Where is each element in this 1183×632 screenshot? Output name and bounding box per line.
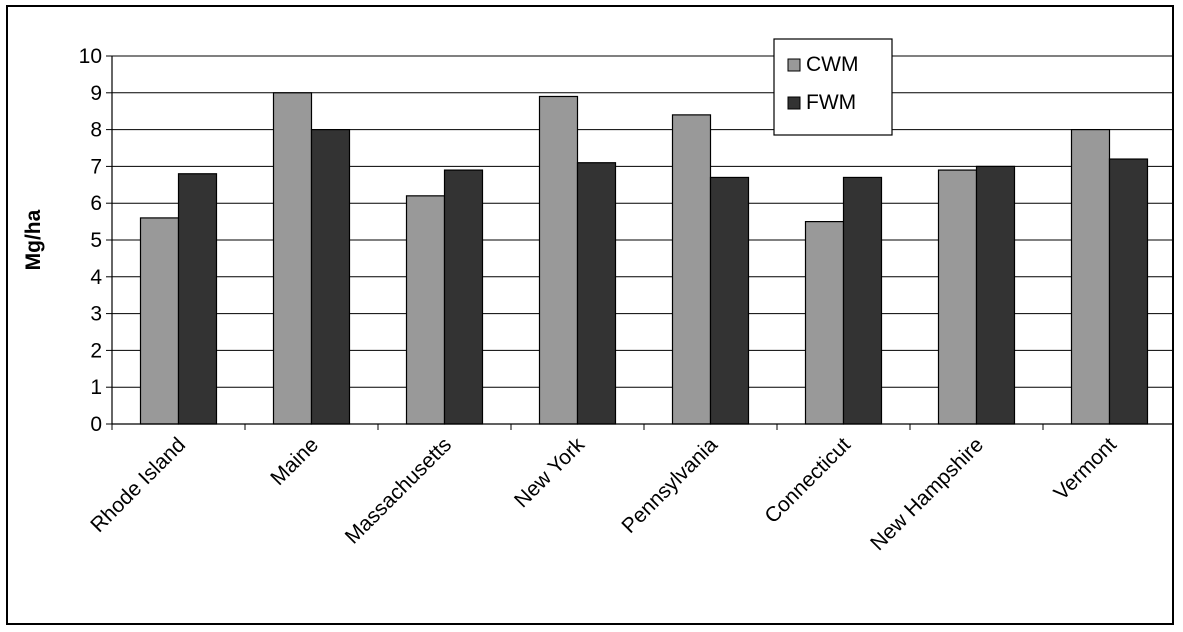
bar-cwm-rhode-island <box>139 217 180 425</box>
x-tick-labels: Rhode Island Maine Massachusetts New York Pe… <box>86 433 1121 555</box>
y-tick-label: 9 <box>90 82 102 105</box>
y-axis-label: Mg/ha <box>22 209 45 270</box>
bar-cwm-massachusetts <box>405 195 446 425</box>
legend-swatch-fwm <box>787 96 801 110</box>
bar-cwm-connecticut <box>804 221 845 425</box>
x-tick-label: Connecticut <box>760 433 855 528</box>
bar-fwm-connecticut <box>842 176 883 425</box>
y-tick-label: 3 <box>90 303 102 326</box>
y-tick-label: 5 <box>90 229 102 252</box>
x-tick-label: Pennsylvania <box>617 433 722 538</box>
legend-label-fwm: FWM <box>806 91 856 114</box>
x-tick-label: Rhode Island <box>86 433 190 537</box>
y-tick-label: 4 <box>90 266 102 289</box>
legend-box <box>773 38 893 136</box>
y-tick-label: 1 <box>90 376 102 399</box>
bar-fwm-new-york <box>576 162 617 425</box>
y-tick-label: 2 <box>90 339 102 362</box>
bar-fwm-pennsylvania <box>709 176 750 425</box>
bar-chart: 0 1 2 3 4 5 6 7 8 9 10 Rhode Island Maine Massachuse… <box>22 38 1177 555</box>
legend-label-cwm: CWM <box>806 53 858 76</box>
x-tick-label: Vermont <box>1049 433 1121 505</box>
bar-fwm-massachusetts <box>443 169 484 425</box>
bar-fwm-new-hampshire <box>975 165 1016 425</box>
y-tick-labels: 0 1 2 3 4 5 6 7 8 9 10 <box>79 45 103 436</box>
chart-frame: 0 1 2 3 4 5 6 7 8 9 10 Rhode Island Maine Massachuse… <box>6 5 1177 625</box>
bar-cwm-new-york <box>538 95 579 425</box>
legend: CWM FWM <box>773 38 893 136</box>
bar-fwm-rhode-island <box>177 173 218 425</box>
legend-swatch-cwm <box>787 58 801 72</box>
x-tick-label: Maine <box>266 433 323 490</box>
y-tick-label: 0 <box>90 413 102 436</box>
bar-cwm-vermont <box>1070 128 1111 425</box>
bar-cwm-pennsylvania <box>671 114 712 425</box>
bar-cwm-new-hampshire <box>937 169 978 425</box>
y-tick-label: 7 <box>90 155 102 178</box>
x-tick-label: Massachusetts <box>341 433 456 548</box>
y-tick-label: 10 <box>79 45 102 68</box>
x-tick-label: New York <box>510 433 589 512</box>
bar-fwm-maine <box>310 128 351 425</box>
y-tick-label: 6 <box>90 192 102 215</box>
y-tick-label: 8 <box>90 119 102 142</box>
bar-fwm-vermont <box>1108 158 1149 425</box>
bar-cwm-maine <box>272 92 313 425</box>
bars <box>139 92 1149 425</box>
x-tick-label: New Hampshire <box>866 433 988 555</box>
axes <box>106 55 1177 430</box>
